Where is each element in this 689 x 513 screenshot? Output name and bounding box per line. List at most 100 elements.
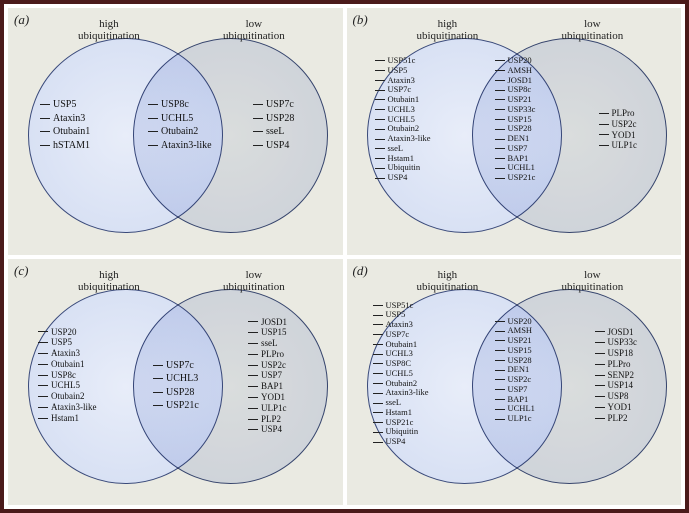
venn-item-label: USP15 <box>261 327 287 338</box>
venn-item-label: Ataxin3 <box>51 348 80 359</box>
venn-item: BAP1 <box>248 381 287 392</box>
venn-item-label: USP18 <box>608 348 634 359</box>
label-a-high: highubiquitination <box>78 18 140 42</box>
venn-item: Otubain1 <box>40 125 90 139</box>
panel-a: (a) highubiquitination lowubiquitination… <box>8 8 343 255</box>
venn-d: highubiquitination lowubiquitination USP… <box>347 259 682 506</box>
venn-item-label: UCHL3 <box>166 372 198 386</box>
venn-item-label: UCHL5 <box>161 112 193 126</box>
venn-item-label: USP5 <box>51 337 72 348</box>
dash-icon <box>253 145 263 146</box>
dash-icon <box>495 399 505 400</box>
venn-item: YOD1 <box>599 130 638 141</box>
venn-item-label: USP7c <box>266 98 294 112</box>
dash-icon <box>373 383 383 384</box>
venn-item-label: sseL <box>266 125 284 139</box>
venn-item: USP4 <box>248 424 287 435</box>
dash-icon <box>595 418 605 419</box>
venn-item: YOD1 <box>595 402 638 413</box>
venn-item-label: USP2c <box>612 119 637 130</box>
venn-item: PLP2 <box>595 413 638 424</box>
dash-icon <box>248 408 258 409</box>
venn-item-label: USP4 <box>386 437 406 447</box>
dash-icon <box>373 432 383 433</box>
dash-icon <box>495 139 505 140</box>
dash-icon <box>495 340 505 341</box>
venn-item: USP33c <box>595 337 638 348</box>
dash-icon <box>375 168 385 169</box>
dash-icon <box>40 131 50 132</box>
venn-item: ULP1c <box>248 403 287 414</box>
dash-icon <box>495 70 505 71</box>
dash-icon <box>373 393 383 394</box>
venn-item-label: BAP1 <box>261 381 283 392</box>
dash-icon <box>375 109 385 110</box>
list-b-left: USP51cUSP5Ataxin3USP7cOtubain1UCHL3UCHL5… <box>375 56 431 183</box>
dash-icon <box>375 129 385 130</box>
dash-icon <box>248 365 258 366</box>
venn-item: USP28 <box>253 112 294 126</box>
venn-item: USP14 <box>595 380 638 391</box>
venn-item-label: USP8c <box>161 98 189 112</box>
dash-icon <box>495 370 505 371</box>
dash-icon <box>38 418 48 419</box>
venn-item-label: USP28 <box>266 112 294 126</box>
venn-item: ULP1c <box>599 140 638 151</box>
dash-icon <box>595 342 605 343</box>
venn-item: USP28 <box>153 386 199 400</box>
list-c-left: USP20USP5Ataxin3Otubain1USP8cUCHL5Otubai… <box>38 327 97 424</box>
venn-item: ULP1c <box>495 414 535 424</box>
dash-icon <box>153 378 163 379</box>
dash-icon <box>373 373 383 374</box>
venn-item-label: YOD1 <box>612 130 636 141</box>
dash-icon <box>38 385 48 386</box>
dash-icon <box>253 104 263 105</box>
dash-icon <box>495 119 505 120</box>
venn-item-label: Otubain2 <box>161 125 198 139</box>
dash-icon <box>595 396 605 397</box>
dash-icon <box>375 60 385 61</box>
venn-item-label: USP8 <box>608 391 629 402</box>
venn-item-label: USP7c <box>166 359 194 373</box>
dash-icon <box>595 385 605 386</box>
list-d-left: USP51cUSP5Ataxin3USP7cOtubain1UCHL3USP8C… <box>373 301 429 447</box>
venn-item: USP2c <box>248 360 287 371</box>
venn-item: USP15 <box>248 327 287 338</box>
dash-icon <box>599 113 609 114</box>
dash-icon <box>373 403 383 404</box>
dash-icon <box>375 158 385 159</box>
venn-item-label: sseL <box>261 338 278 349</box>
dash-icon <box>148 131 158 132</box>
venn-item: sseL <box>248 338 287 349</box>
dash-icon <box>373 305 383 306</box>
venn-item-label: USP21c <box>166 399 199 413</box>
venn-item: USP7c <box>153 359 199 373</box>
dash-icon <box>40 118 50 119</box>
list-a-right: USP7cUSP28sseLUSP4 <box>253 98 294 152</box>
dash-icon <box>148 145 158 146</box>
venn-item: USP4 <box>375 173 431 183</box>
venn-item-label: USP33c <box>608 337 638 348</box>
list-a-left: USP5Ataxin3Otubain1hSTAM1 <box>40 98 90 152</box>
dash-icon <box>375 70 385 71</box>
panel-d: (d) highubiquitination lowubiquitination… <box>347 259 682 506</box>
dash-icon <box>595 375 605 376</box>
venn-item-label: PLPro <box>612 108 635 119</box>
dash-icon <box>495 419 505 420</box>
venn-item: Otubain2 <box>38 391 97 402</box>
dash-icon <box>595 407 605 408</box>
venn-item-label: SENP2 <box>608 370 635 381</box>
dash-icon <box>373 334 383 335</box>
venn-b: highubiquitination lowubiquitination USP… <box>347 8 682 255</box>
dash-icon <box>495 360 505 361</box>
venn-item-label: USP7 <box>261 370 282 381</box>
venn-item-label: USP28 <box>166 386 194 400</box>
dash-icon <box>148 104 158 105</box>
venn-item: USP21c <box>153 399 199 413</box>
dash-icon <box>38 407 48 408</box>
dash-icon <box>595 364 605 365</box>
dash-icon <box>38 364 48 365</box>
venn-item-label: USP2c <box>261 360 286 371</box>
venn-item: USP7 <box>248 370 287 381</box>
venn-item: USP4 <box>253 139 294 153</box>
